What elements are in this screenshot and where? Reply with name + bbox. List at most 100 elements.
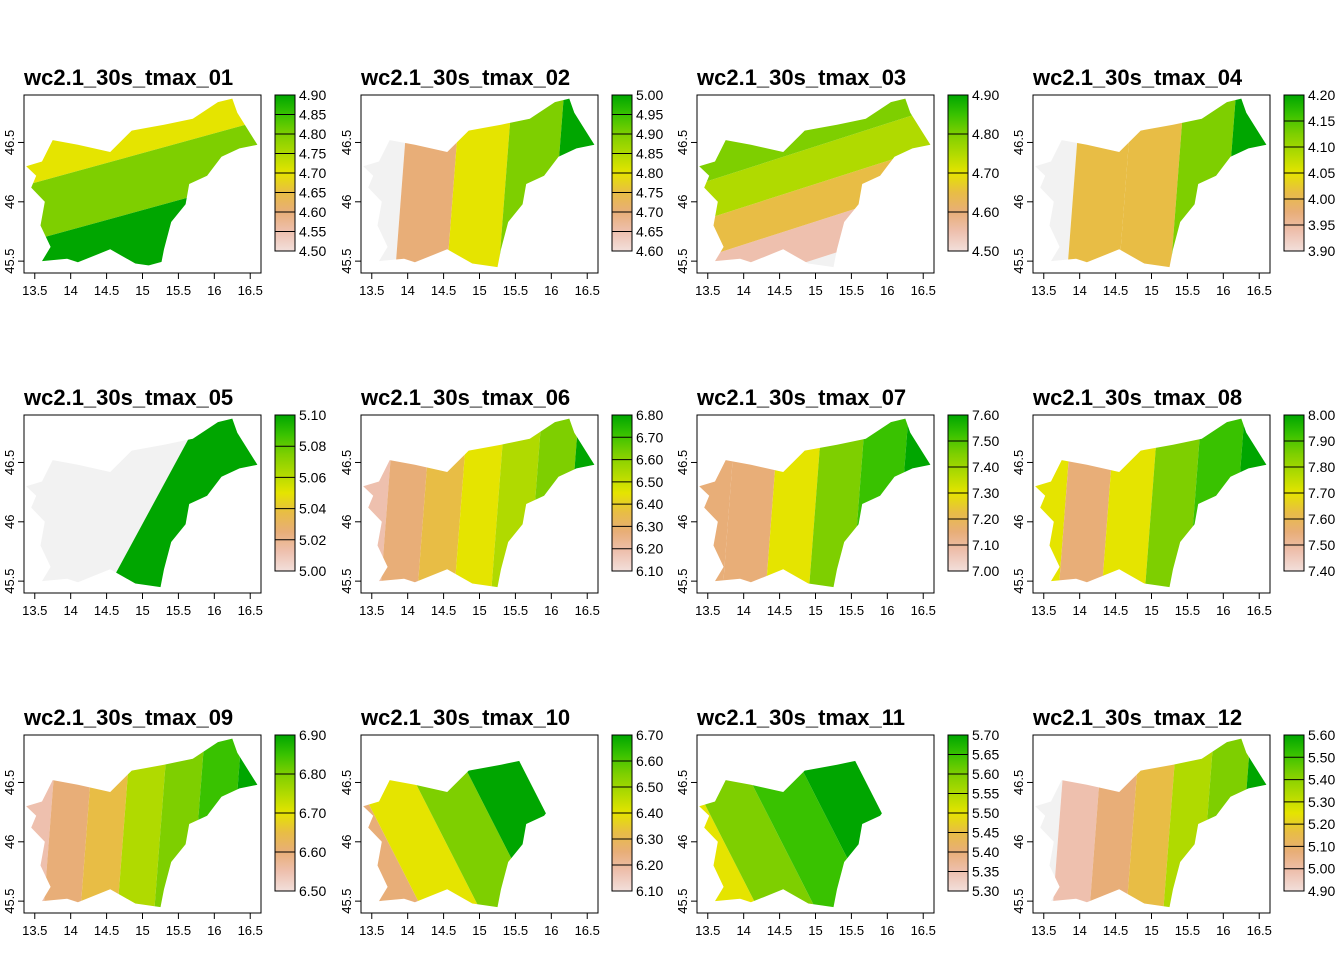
raster-zone	[1186, 418, 1247, 588]
x-tick-label: 13.5	[359, 283, 384, 298]
x-tick-label: 15.5	[839, 603, 864, 618]
legend-label: 5.55	[972, 786, 999, 802]
legend-label: 6.30	[636, 518, 663, 534]
x-tick-label: 16	[1216, 603, 1230, 618]
legend-label: 6.10	[636, 883, 663, 899]
legend-label: 6.40	[636, 496, 663, 512]
x-tick-label: 13.5	[695, 283, 720, 298]
legend-label: 6.70	[299, 805, 326, 821]
raster-zone	[1065, 98, 1135, 268]
legend-label: 7.50	[1308, 537, 1335, 553]
legend-label: 6.40	[636, 805, 663, 821]
map-panel: wc2.1_30s_tmax_02 13.5 14 14.5 15 15.5 16 16.5 4…	[339, 65, 663, 298]
y-tick-label: 46	[1011, 835, 1026, 849]
panel-title: wc2.1_30s_tmax_04	[1032, 65, 1243, 90]
x-tick-label: 15.5	[166, 283, 191, 298]
x-tick-label: 15	[1144, 603, 1158, 618]
raster-zone	[496, 98, 566, 268]
y-tick-label: 46.5	[339, 130, 354, 155]
legend-label: 4.15	[1308, 113, 1335, 129]
legend-label: 6.80	[299, 766, 326, 782]
raster-zone	[445, 98, 514, 268]
x-tick-label: 14.5	[431, 923, 456, 938]
y-tick-label: 45.5	[2, 248, 17, 273]
x-tick-label: 16	[880, 923, 894, 938]
legend-label: 5.04	[299, 501, 326, 517]
legend-label: 5.30	[1308, 794, 1335, 810]
x-tick-label: 14	[400, 283, 414, 298]
raster-zone	[699, 104, 931, 226]
x-tick-label: 16	[1216, 283, 1230, 298]
legend-label: 4.50	[299, 243, 326, 259]
legend-label: 5.70	[972, 727, 999, 743]
x-tick-label: 16.5	[911, 923, 936, 938]
x-tick-label: 15	[1144, 283, 1158, 298]
raster-zone	[393, 98, 463, 268]
x-tick-label: 14.5	[431, 283, 456, 298]
y-tick-label: 46.5	[675, 130, 690, 155]
raster-layer	[26, 738, 258, 908]
x-tick-label: 14.5	[1103, 923, 1128, 938]
legend-label: 5.40	[1308, 772, 1335, 788]
legend-label: 6.70	[636, 429, 663, 445]
map-panel: wc2.1_30s_tmax_05 13.5 14 14.5 15 15.5 16 16.5 4…	[2, 385, 326, 618]
x-tick-label: 15.5	[839, 283, 864, 298]
legend-label: 7.30	[972, 485, 999, 501]
legend-label: 4.80	[636, 165, 663, 181]
legend-label: 6.80	[636, 407, 663, 423]
x-tick-label: 14	[63, 603, 77, 618]
x-tick-label: 14	[63, 923, 77, 938]
legend-label: 6.50	[636, 474, 663, 490]
map-panel: wc2.1_30s_tmax_12 13.5 14 14.5 15 15.5 16 16.5 4…	[1011, 705, 1335, 938]
x-tick-label: 16	[207, 283, 221, 298]
x-tick-label: 16	[544, 603, 558, 618]
legend-label: 4.85	[636, 146, 663, 162]
legend-label: 6.90	[299, 727, 326, 743]
x-tick-label: 14	[736, 283, 750, 298]
x-tick-label: 16	[1216, 923, 1230, 938]
y-tick-label: 46.5	[1011, 770, 1026, 795]
legend-label: 4.10	[1308, 139, 1335, 155]
x-tick-label: 13.5	[359, 603, 384, 618]
legend-label: 4.65	[636, 224, 663, 240]
x-tick-label: 16.5	[575, 603, 600, 618]
x-tick-label: 15	[808, 923, 822, 938]
legend-label: 4.90	[299, 87, 326, 103]
y-tick-label: 46.5	[2, 450, 17, 475]
legend-label: 5.30	[972, 883, 999, 899]
x-tick-label: 13.5	[22, 923, 47, 938]
legend-colorbar	[1283, 734, 1305, 892]
y-tick-label: 45.5	[675, 568, 690, 593]
x-tick-label: 13.5	[359, 923, 384, 938]
y-tick-label: 45.5	[1011, 888, 1026, 913]
map-panel: wc2.1_30s_tmax_09 13.5 14 14.5 15 15.5 16 16.5 4…	[2, 705, 326, 938]
x-tick-label: 14	[1072, 603, 1086, 618]
x-tick-label: 16	[544, 283, 558, 298]
x-tick-label: 14.5	[767, 603, 792, 618]
legend-label: 4.60	[299, 204, 326, 220]
y-tick-label: 45.5	[339, 248, 354, 273]
x-tick-label: 16.5	[238, 283, 263, 298]
x-tick-label: 14.5	[767, 923, 792, 938]
x-tick-label: 14.5	[94, 603, 119, 618]
raster-zone	[1056, 418, 1117, 588]
x-tick-label: 14.5	[431, 603, 456, 618]
y-tick-label: 46.5	[1011, 450, 1026, 475]
raster-zone	[13, 0, 272, 75]
legend-label: 4.70	[972, 165, 999, 181]
raster-layer	[363, 738, 595, 908]
x-tick-label: 16.5	[1247, 923, 1272, 938]
raster-zone	[526, 418, 581, 588]
y-tick-label: 46	[1011, 195, 1026, 209]
legend-label: 5.10	[299, 407, 326, 423]
legend-label: 7.40	[1308, 563, 1335, 579]
x-tick-label: 15.5	[1175, 283, 1200, 298]
y-tick-label: 46	[675, 515, 690, 529]
raster-zone	[189, 738, 244, 908]
raster-zone	[850, 418, 911, 588]
x-tick-label: 16.5	[1247, 603, 1272, 618]
legend-label: 4.90	[972, 87, 999, 103]
x-tick-label: 15	[808, 603, 822, 618]
y-tick-label: 46	[675, 835, 690, 849]
x-tick-label: 15.5	[839, 923, 864, 938]
